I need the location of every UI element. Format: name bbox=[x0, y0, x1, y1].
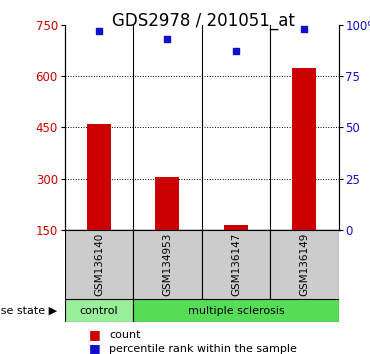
Point bbox=[165, 36, 171, 42]
Text: GSM136149: GSM136149 bbox=[299, 233, 309, 296]
Bar bbox=[87, 124, 111, 230]
Text: ■: ■ bbox=[88, 328, 100, 341]
FancyBboxPatch shape bbox=[65, 299, 133, 322]
Text: GDS2978 / 201051_at: GDS2978 / 201051_at bbox=[112, 12, 295, 30]
Text: GSM136140: GSM136140 bbox=[94, 233, 104, 296]
Text: ■: ■ bbox=[88, 342, 100, 354]
Text: GSM136147: GSM136147 bbox=[231, 233, 241, 296]
FancyBboxPatch shape bbox=[65, 230, 133, 299]
Point bbox=[233, 48, 239, 54]
FancyBboxPatch shape bbox=[202, 230, 270, 299]
Text: percentile rank within the sample: percentile rank within the sample bbox=[109, 344, 297, 354]
Bar bbox=[155, 177, 179, 230]
FancyBboxPatch shape bbox=[270, 230, 339, 299]
Bar bbox=[224, 225, 248, 230]
Bar bbox=[292, 68, 316, 230]
Point bbox=[96, 28, 102, 34]
FancyBboxPatch shape bbox=[133, 230, 202, 299]
FancyBboxPatch shape bbox=[133, 299, 339, 322]
Text: control: control bbox=[80, 306, 118, 316]
Text: multiple sclerosis: multiple sclerosis bbox=[188, 306, 284, 316]
Text: GSM134953: GSM134953 bbox=[162, 233, 172, 296]
Point bbox=[302, 26, 307, 32]
Text: disease state ▶: disease state ▶ bbox=[0, 306, 57, 316]
Text: count: count bbox=[109, 330, 141, 339]
